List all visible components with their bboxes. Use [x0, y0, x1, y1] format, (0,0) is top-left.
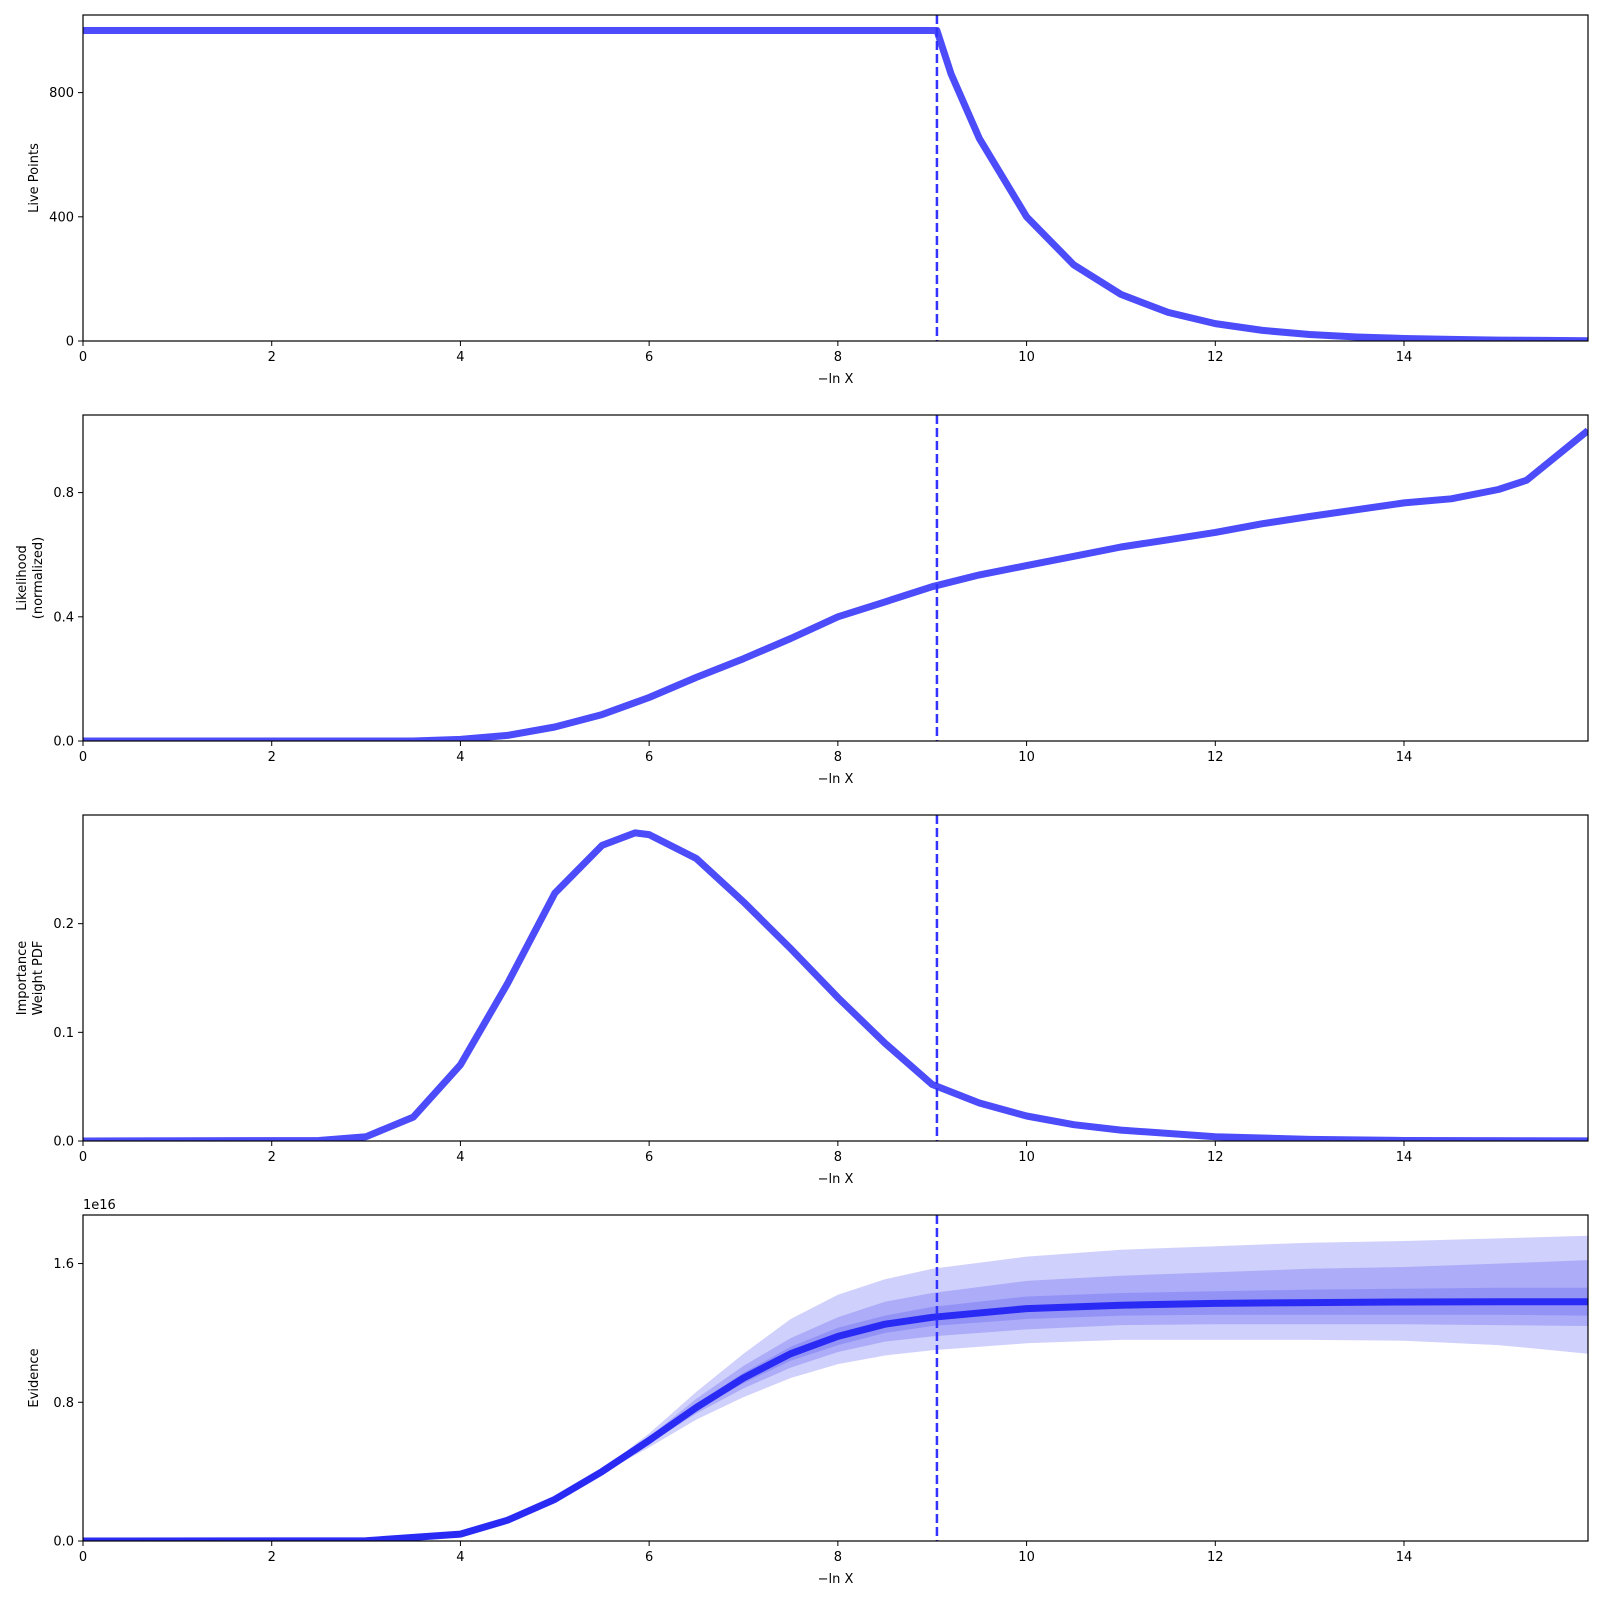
- panel-likelihood: 0 2 4 6 8 10 12 14 0.0 0.4 0.8 −ln X Likelihood (norm…: [15, 414, 1589, 787]
- evidence-ylabel-line-1: Evidence: [27, 1348, 42, 1407]
- live-points-xtick-label: 0: [79, 350, 87, 365]
- likelihood-xtick-label: 12: [1207, 750, 1224, 765]
- live-points-xtick-label: 8: [834, 350, 842, 365]
- live-points-xtick-label: 6: [645, 350, 653, 365]
- evidence-band-2: [83, 1260, 1588, 1541]
- importance-weight-xlabel: −ln X: [818, 1172, 854, 1187]
- importance-weight-axes-frame: [82, 814, 1589, 1142]
- live-points-axes-frame: [82, 14, 1589, 342]
- importance-weight-xtick-label: 12: [1207, 1150, 1224, 1165]
- evidence-xtick-label: 10: [1018, 1550, 1035, 1565]
- evidence-plot-area: [83, 1215, 1588, 1541]
- likelihood-series-line: [83, 427, 1588, 741]
- evidence-xtick-label: 14: [1396, 1550, 1413, 1565]
- likelihood-ytick-label: 0.0: [53, 735, 74, 750]
- likelihood-xlabel: −ln X: [818, 772, 854, 787]
- importance-weight-ylabel-line-1: Importance: [15, 941, 30, 1016]
- live-points-ytick-label: 800: [49, 86, 74, 101]
- likelihood-axes-frame: [82, 414, 1589, 742]
- likelihood-xtick-label: 8: [834, 750, 842, 765]
- importance-weight-ytick-label: 0.1: [53, 1026, 74, 1041]
- likelihood-xtick-label: 0: [79, 750, 87, 765]
- live-points-ylabel-line-1: Live Points: [27, 143, 42, 213]
- evidence-axes-frame: [82, 1214, 1589, 1542]
- panel-live-points: 0 2 4 6 8 10 12 14 0 400 800 −ln X Live Points: [27, 14, 1589, 387]
- evidence-xtick-label: 6: [645, 1550, 653, 1565]
- importance-weight-plot-area: [83, 815, 1588, 1141]
- importance-weight-ylabel-line-2: Weight PDF: [31, 941, 46, 1016]
- evidence-series-line: [83, 1298, 1588, 1541]
- live-points-ytick-label: 400: [49, 210, 74, 225]
- likelihood-xtick-label: 14: [1396, 750, 1413, 765]
- evidence-xtick-label: 12: [1207, 1550, 1224, 1565]
- likelihood-ylabel-line-2: (normalized): [31, 537, 46, 619]
- likelihood-xtick-label: 10: [1018, 750, 1035, 765]
- evidence-ytick-label: 1.6: [53, 1257, 74, 1272]
- evidence-xtick-label: 8: [834, 1550, 842, 1565]
- importance-weight-xtick-label: 10: [1018, 1150, 1035, 1165]
- live-points-xtick-label: 2: [268, 350, 276, 365]
- live-points-xtick-label: 12: [1207, 350, 1224, 365]
- live-points-xtick-label: 4: [456, 350, 464, 365]
- live-points-plot-area: [83, 15, 1588, 341]
- likelihood-ytick-label: 0.8: [53, 486, 74, 501]
- evidence-ytick-label: 0.0: [53, 1535, 74, 1550]
- likelihood-xtick-label: 2: [268, 750, 276, 765]
- importance-weight-xtick-label: 0: [79, 1150, 87, 1165]
- importance-weight-ytick-label: 0.2: [53, 917, 74, 932]
- live-points-xlabel: −ln X: [818, 372, 854, 387]
- importance-weight-xtick-label: 8: [834, 1150, 842, 1165]
- likelihood-plot-area: [83, 415, 1588, 741]
- panel-importance-weight: 0 2 4 6 8 10 12 14 0.0 0.1 0.2 −ln X Importance Weigh…: [15, 814, 1589, 1187]
- importance-weight-xtick-label: 2: [268, 1150, 276, 1165]
- evidence-xtick-label: 2: [268, 1550, 276, 1565]
- importance-weight-ytick-label: 0.0: [53, 1135, 74, 1150]
- evidence-xlabel: −ln X: [818, 1572, 854, 1587]
- importance-weight-xtick-label: 6: [645, 1150, 653, 1165]
- live-points-xtick-label: 14: [1396, 350, 1413, 365]
- likelihood-ytick-label: 0.4: [53, 610, 74, 625]
- likelihood-ylabel-line-1: Likelihood: [15, 545, 30, 611]
- importance-weight-series-line: [83, 829, 1588, 1141]
- live-points-ytick-label: 0: [66, 335, 74, 350]
- importance-weight-xtick-label: 4: [456, 1150, 464, 1165]
- live-points-series-line: [83, 27, 1588, 341]
- evidence-ytick-label: 0.8: [53, 1396, 74, 1411]
- likelihood-xtick-label: 6: [645, 750, 653, 765]
- importance-weight-xtick-label: 14: [1396, 1150, 1413, 1165]
- panel-evidence: 0 2 4 6 8 10 12 14 0.0 0.8 1.6 −ln X Evidence 1e16: [27, 1198, 1589, 1587]
- evidence-xtick-label: 4: [456, 1550, 464, 1565]
- evidence-offset-text: 1e16: [83, 1198, 116, 1213]
- live-points-xtick-label: 10: [1018, 350, 1035, 365]
- likelihood-xtick-label: 4: [456, 750, 464, 765]
- evidence-xtick-label: 0: [79, 1550, 87, 1565]
